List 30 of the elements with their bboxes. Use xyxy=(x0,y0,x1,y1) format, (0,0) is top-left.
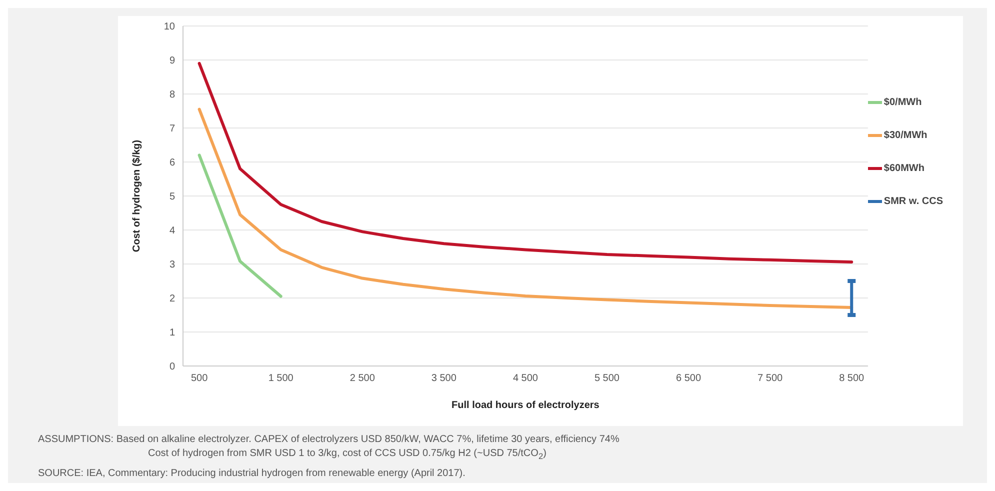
text: Cost of hydrogen from SMR USD 1 to 3/kg, cost of CCS USD 0.75/kg H2 (~USD 75/tCO$_{2}$) xyxy=(147,447,548,463)
x-tick-label: 2 500 xyxy=(350,373,376,384)
line-series xyxy=(198,62,854,264)
y-tick-label: 4 xyxy=(169,226,176,237)
x-tick-label: 8 500 xyxy=(839,373,865,384)
y-tick-label: 0 xyxy=(169,362,176,373)
y-tick-label: 9 xyxy=(169,56,176,67)
x-tick-label: 5 500 xyxy=(594,373,620,384)
y-tick-label: 6 xyxy=(169,158,176,169)
y-tick-label: 10 xyxy=(164,22,176,33)
y-tick-label: 2 xyxy=(169,294,176,305)
legend-label: $30/MWh xyxy=(884,130,928,141)
y-tick-label: 8 xyxy=(169,90,176,101)
x-tick-label: 500 xyxy=(190,373,208,384)
x-tick-label: 3 500 xyxy=(431,373,457,384)
source-note: SOURCE: IEA, Commentary: Producing industrial hydrogen from renewable energy (April 2017). xyxy=(38,467,466,481)
y-tick-label: 1 xyxy=(169,328,176,339)
legend-label: $0/MWh xyxy=(884,97,922,108)
legend-label: $60MWh xyxy=(884,163,924,174)
x-tick-label: 4 500 xyxy=(512,373,538,384)
y-tick-label: 7 xyxy=(169,124,176,135)
x-tick-label: 6 500 xyxy=(676,373,702,384)
y-tick-label: 5 xyxy=(169,192,176,203)
y-tick-label: 3 xyxy=(169,260,176,271)
y-axis-title: Cost of hydrogen ($/kg) xyxy=(132,140,143,252)
text: ASSUMPTIONS: Based on alkaline electrolyzer. CAPEX of electrolyzers USD 850/kW, WACC 7%, lifetime 30 years, efficiency 74% xyxy=(38,433,620,447)
x-tick-label: 1 500 xyxy=(268,373,294,384)
x-axis-title: Full load hours of electrolyzers xyxy=(452,400,600,411)
x-tick-label: 7 500 xyxy=(758,373,784,384)
legend-label: SMR w. CCS xyxy=(884,196,943,207)
